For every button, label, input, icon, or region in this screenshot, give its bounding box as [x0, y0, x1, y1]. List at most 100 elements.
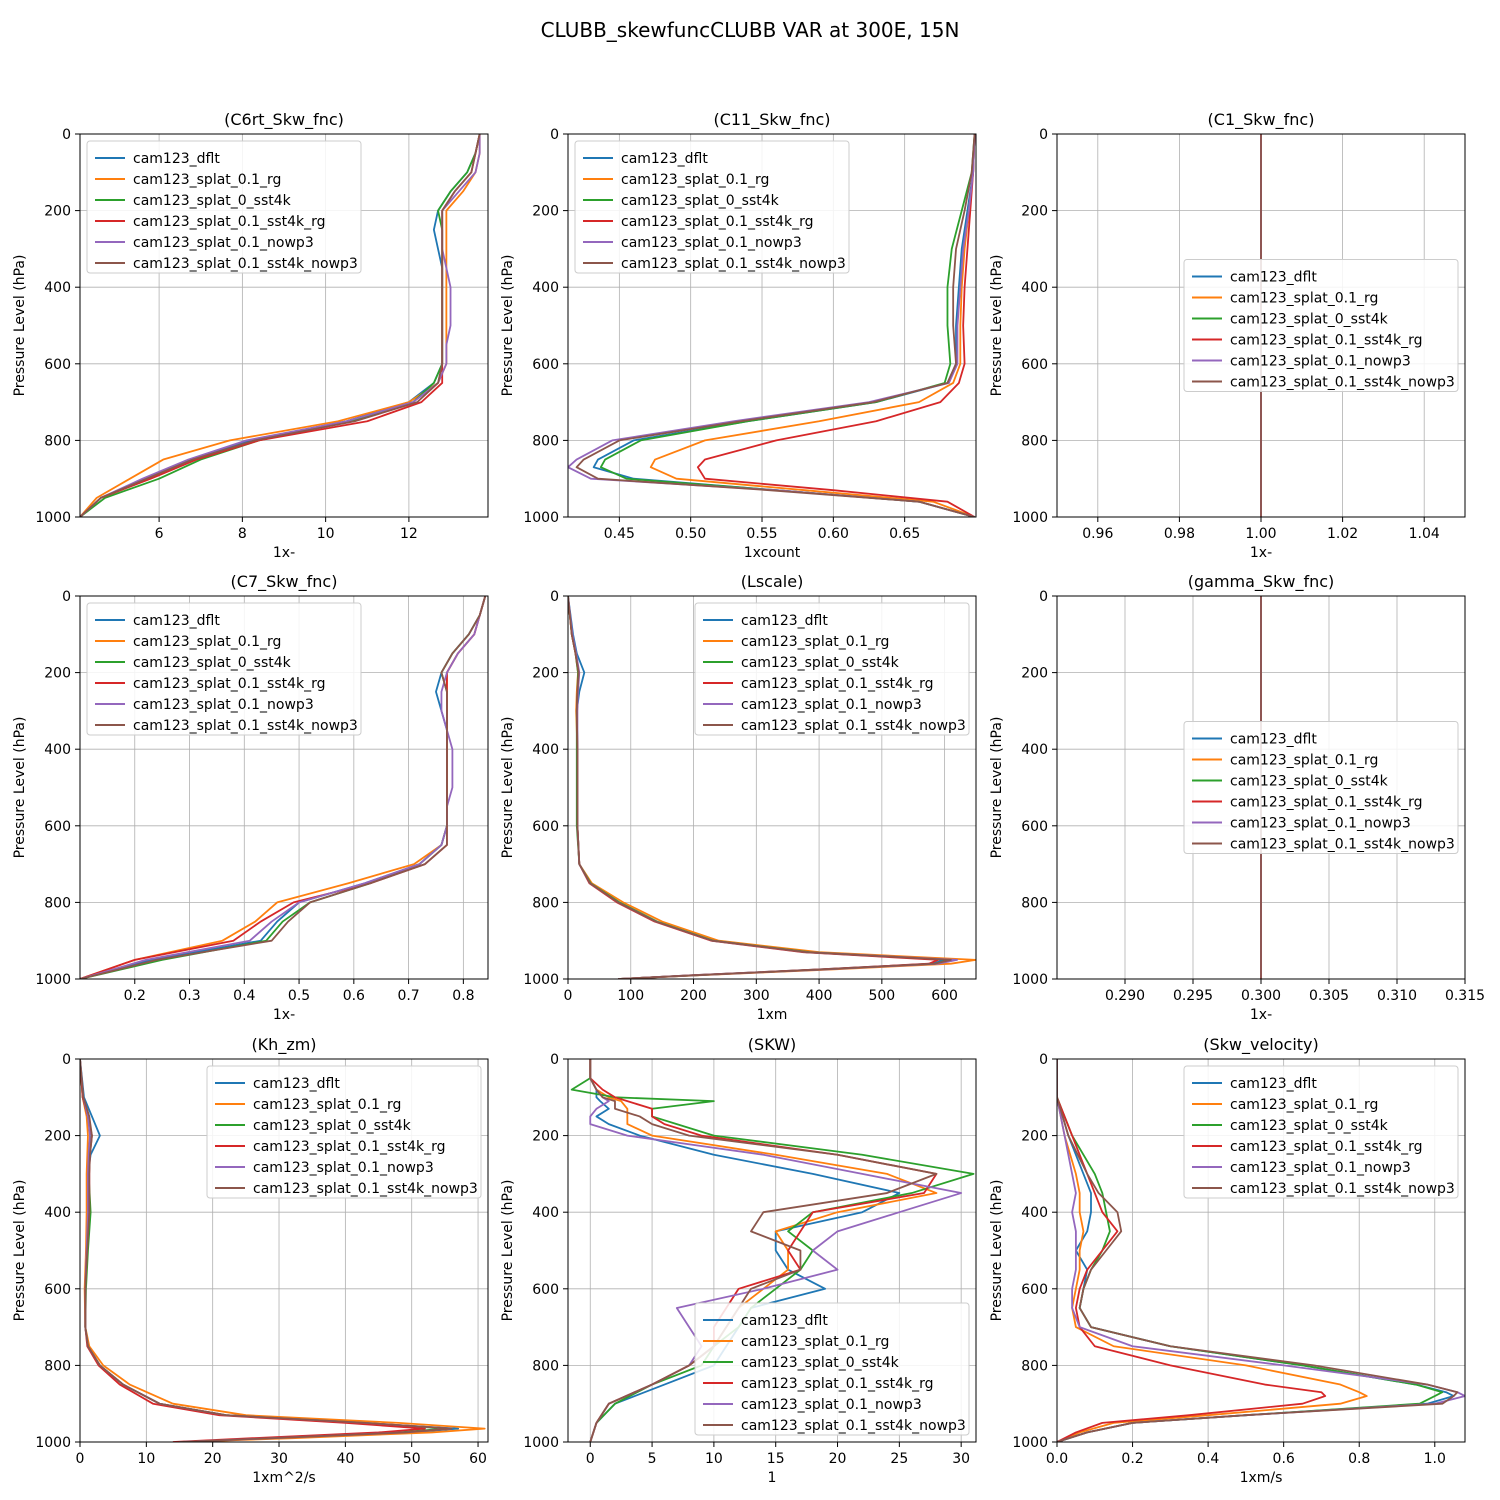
legend-entry-label: cam123_dflt [741, 1313, 828, 1329]
x-tick-label: 5 [648, 1451, 657, 1467]
y-axis-label: Pressure Level (hPa) [500, 717, 516, 859]
legend: cam123_dflt cam123_splat_0.1_rg cam123_spl… [574, 140, 850, 274]
legend-entry-label: cam123_splat_0.1_nowp3 [133, 697, 314, 713]
legend-entry-label: cam123_splat_0.1_sst4k_rg [133, 214, 326, 230]
legend-entry-label: cam123_splat_0.1_rg [1230, 1097, 1378, 1113]
legend-entry-label: cam123_splat_0_sst4k [741, 655, 900, 671]
legend-entry-label: cam123_splat_0.1_sst4k_nowp3 [621, 256, 846, 272]
x-tick-label: 12 [400, 526, 418, 542]
subplot-title: (Lscale) [741, 572, 804, 591]
series-line-cam123_splat_0.1_sst4k_nowp3 [575, 134, 976, 517]
axes-frame [79, 1058, 489, 1443]
x-tick-label: 0.50 [675, 526, 706, 542]
y-tick-label: 400 [1021, 1205, 1048, 1221]
axes-frame [567, 595, 977, 980]
y-tick-label: 800 [44, 1358, 71, 1374]
subplot-title: (SKW) [748, 1035, 796, 1054]
x-tick-label: 0.96 [1082, 526, 1113, 542]
x-tick-label: 0.4 [233, 988, 255, 1004]
legend-entry-label: cam123_dflt [1230, 732, 1317, 748]
legend-entry-label: cam123_splat_0.1_nowp3 [1230, 1160, 1411, 1176]
x-tick-label: 30 [270, 1451, 288, 1467]
legend-box [574, 140, 850, 274]
y-tick-label: 600 [532, 819, 559, 835]
legend: cam123_dflt cam123_splat_0.1_rg cam123_spl… [694, 602, 970, 736]
y-tick-label: 1000 [523, 972, 559, 988]
y-axis-label: Pressure Level (hPa) [12, 717, 28, 859]
x-tick-label: 50 [403, 1451, 421, 1467]
x-tick-label: 0 [586, 1451, 595, 1467]
y-tick-label: 600 [1021, 357, 1048, 373]
legend-entry-label: cam123_splat_0.1_sst4k_nowp3 [133, 718, 358, 734]
legend-entry-label: cam123_splat_0.1_sst4k_nowp3 [253, 1181, 478, 1197]
legend-entry-label: cam123_splat_0.1_sst4k_rg [741, 1376, 934, 1392]
x-tick-label: 10 [705, 1451, 723, 1467]
y-tick-label: 800 [532, 895, 559, 911]
legend-box [1183, 1065, 1459, 1199]
series-line-cam123_splat_0.1_rg [649, 134, 976, 517]
legend: cam123_dflt cam123_splat_0.1_rg cam123_spl… [86, 140, 362, 274]
y-tick-label: 800 [44, 895, 71, 911]
axes-frame [79, 595, 489, 980]
legend-entry-label: cam123_dflt [1230, 270, 1317, 286]
x-axis-label: 1x- [273, 1007, 295, 1023]
x-axis-label: 1xm^2/s [252, 1470, 315, 1486]
x-tick-label: 0.8 [1348, 1451, 1370, 1467]
y-tick-label: 200 [532, 666, 559, 682]
y-tick-label: 600 [1021, 819, 1048, 835]
y-tick-label: 400 [532, 1205, 559, 1221]
y-tick-label: 800 [1021, 895, 1048, 911]
legend-entry-label: cam123_splat_0.1_nowp3 [1230, 816, 1411, 832]
x-tick-label: 500 [868, 988, 895, 1004]
subplot-title: (C6rt_Skw_fnc) [224, 110, 344, 130]
y-tick-label: 200 [532, 204, 559, 220]
subplot-7: 0 5 10 15 20 25 30 0 200 400 600 800 1000 (SKW) 1 Press… [500, 1035, 977, 1486]
x-tick-label: 0.6 [343, 988, 365, 1004]
legend-entry-label: cam123_splat_0.1_sst4k_rg [1230, 333, 1423, 349]
x-tick-label: 0.98 [1164, 526, 1195, 542]
x-tick-label: 0.295 [1173, 988, 1213, 1004]
y-tick-label: 800 [532, 433, 559, 449]
x-tick-label: 0.45 [604, 526, 635, 542]
legend-box [86, 140, 362, 274]
x-tick-label: 1.00 [1245, 526, 1276, 542]
axes-frame [567, 1058, 977, 1443]
y-tick-label: 600 [44, 357, 71, 373]
x-axis-label: 1x- [1250, 1007, 1272, 1023]
legend-entry-label: cam123_splat_0.1_nowp3 [741, 697, 922, 713]
legend-entry-label: cam123_splat_0.1_rg [133, 172, 281, 188]
series-line-cam123_splat_0.1_sst4k_nowp3 [80, 1059, 453, 1442]
series-line-cam123_splat_0.1_nowp3 [80, 134, 481, 517]
legend-entry-label: cam123_splat_0.1_rg [741, 634, 889, 650]
legend-entry-label: cam123_splat_0.1_sst4k_rg [253, 1139, 446, 1155]
x-tick-label: 40 [336, 1451, 354, 1467]
subplot-title: (Kh_zm) [251, 1035, 316, 1055]
x-tick-label: 0.4 [1197, 1451, 1219, 1467]
y-tick-label: 800 [1021, 1358, 1048, 1374]
y-tick-label: 200 [532, 1129, 559, 1145]
legend-entry-label: cam123_dflt [133, 613, 220, 629]
legend-entry-label: cam123_splat_0.1_sst4k_nowp3 [1230, 837, 1455, 853]
x-tick-label: 0 [76, 1451, 85, 1467]
series-group [80, 1059, 486, 1442]
y-axis-label: Pressure Level (hPa) [500, 255, 516, 397]
legend-entry-label: cam123_splat_0.1_rg [1230, 753, 1378, 769]
legend: cam123_dflt cam123_splat_0.1_rg cam123_spl… [1183, 1065, 1459, 1199]
legend: cam123_dflt cam123_splat_0.1_rg cam123_spl… [86, 602, 362, 736]
y-tick-label: 200 [44, 1129, 71, 1145]
legend-entry-label: cam123_splat_0.1_sst4k_nowp3 [133, 256, 358, 272]
x-tick-label: 0.300 [1241, 988, 1281, 1004]
legend-entry-label: cam123_splat_0.1_sst4k_rg [1230, 795, 1423, 811]
legend-entry-label: cam123_splat_0.1_sst4k_rg [133, 676, 326, 692]
legend-entry-label: cam123_splat_0.1_nowp3 [1230, 354, 1411, 370]
x-axis-label: 1x- [1250, 545, 1272, 561]
x-tick-label: 0.8 [452, 988, 474, 1004]
legend: cam123_dflt cam123_splat_0.1_rg cam123_spl… [694, 1302, 970, 1436]
y-axis-label: Pressure Level (hPa) [12, 255, 28, 397]
x-tick-label: 0.60 [818, 526, 849, 542]
y-tick-label: 1000 [1012, 1435, 1048, 1451]
series-line-cam123_splat_0.1_sst4k_nowp3 [568, 596, 952, 979]
y-tick-label: 1000 [1012, 510, 1048, 526]
y-tick-label: 800 [44, 433, 71, 449]
